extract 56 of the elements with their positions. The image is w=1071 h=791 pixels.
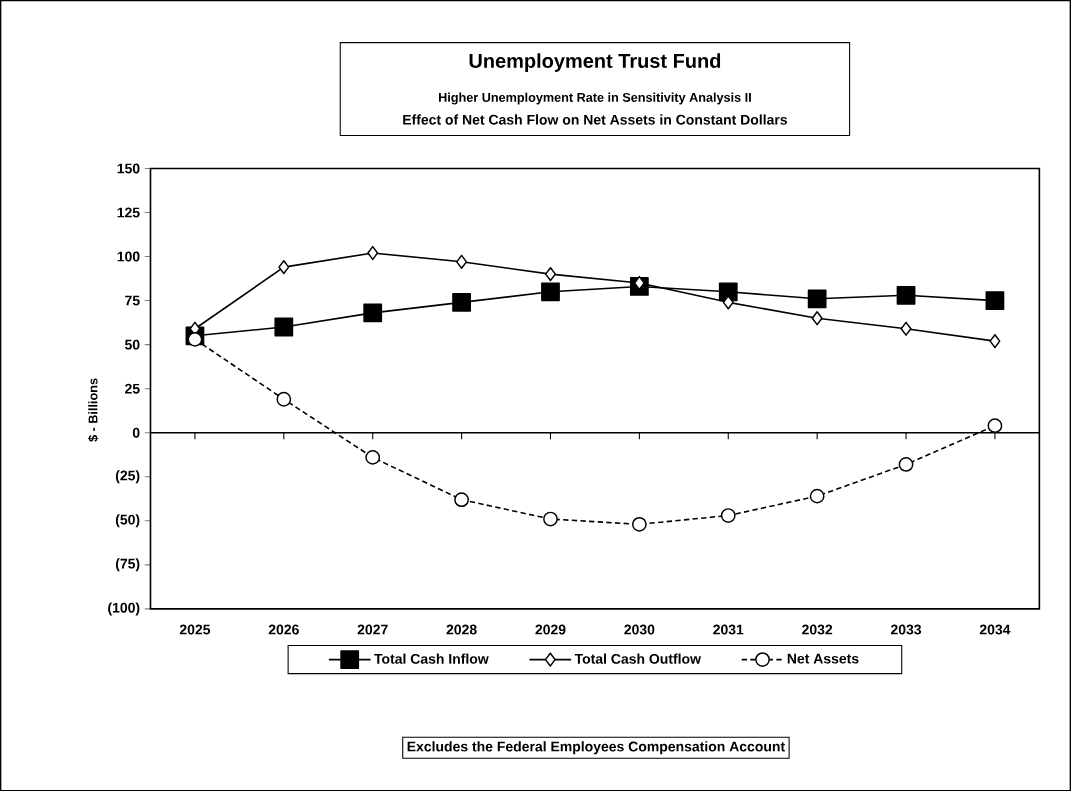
chart-subtitle: Higher Unemployment Rate in Sensitivity Analysis II — [439, 92, 751, 105]
x-tick-label: 2026 — [268, 624, 299, 635]
x-tick-label: 2033 — [890, 624, 922, 635]
point — [985, 291, 1005, 310]
x-tick-label: 2032 — [802, 624, 833, 635]
y-tick-label: 150 — [117, 163, 140, 174]
point — [718, 282, 738, 301]
point — [278, 259, 290, 275]
x-tick-label: 2028 — [446, 624, 477, 635]
point — [722, 295, 734, 310]
legend-label: Net Assets — [787, 653, 859, 664]
point — [363, 303, 383, 323]
x-tick-label: 2027 — [357, 624, 388, 635]
point — [365, 449, 381, 465]
point — [896, 285, 916, 305]
x-tick-label: 2031 — [713, 624, 744, 635]
point — [987, 418, 1003, 433]
text: Excludes the Federal Employees Compensation Account — [407, 741, 785, 755]
point — [274, 317, 294, 337]
y-tick-label: 100 — [117, 251, 140, 262]
point — [633, 275, 645, 290]
y-tick-label: (50) — [115, 514, 140, 528]
y-tick-label: 25 — [125, 383, 140, 394]
x-tick-label: 2030 — [624, 624, 655, 635]
point — [456, 254, 468, 269]
point — [809, 488, 825, 504]
point — [898, 456, 914, 472]
y-tick-label: (100) — [108, 602, 140, 616]
point — [544, 266, 557, 282]
point — [807, 289, 827, 309]
y-tick-label: (25) — [115, 470, 140, 484]
legend-label: Total Cash Inflow — [374, 653, 489, 664]
y-tick-label: 0 — [132, 427, 140, 438]
point — [454, 492, 469, 507]
point — [452, 292, 471, 312]
chart-title: Unemployment Trust Fund — [469, 53, 721, 72]
point — [541, 282, 560, 301]
x-tick-label: 2034 — [979, 624, 1011, 635]
y-tick-label: (75) — [115, 558, 140, 572]
y-tick-label: 125 — [117, 207, 140, 218]
y-tick-label: 50 — [124, 339, 140, 350]
legend-label: Total Cash Outflow — [574, 653, 701, 664]
x-tick-label: 2025 — [179, 624, 211, 635]
y-axis-title: $ - Billions — [87, 378, 99, 442]
x-tick-label: 2029 — [535, 624, 566, 635]
point — [367, 245, 379, 260]
point — [543, 511, 558, 527]
point — [276, 391, 292, 407]
point — [900, 321, 912, 336]
point — [187, 331, 203, 347]
point — [720, 507, 736, 523]
point — [631, 516, 647, 532]
point — [989, 333, 1001, 349]
point — [811, 310, 823, 326]
y-tick-label: 75 — [125, 295, 140, 306]
text: Effect of Net Cash Flow on Net Assets in Constant Dollars — [403, 114, 788, 125]
